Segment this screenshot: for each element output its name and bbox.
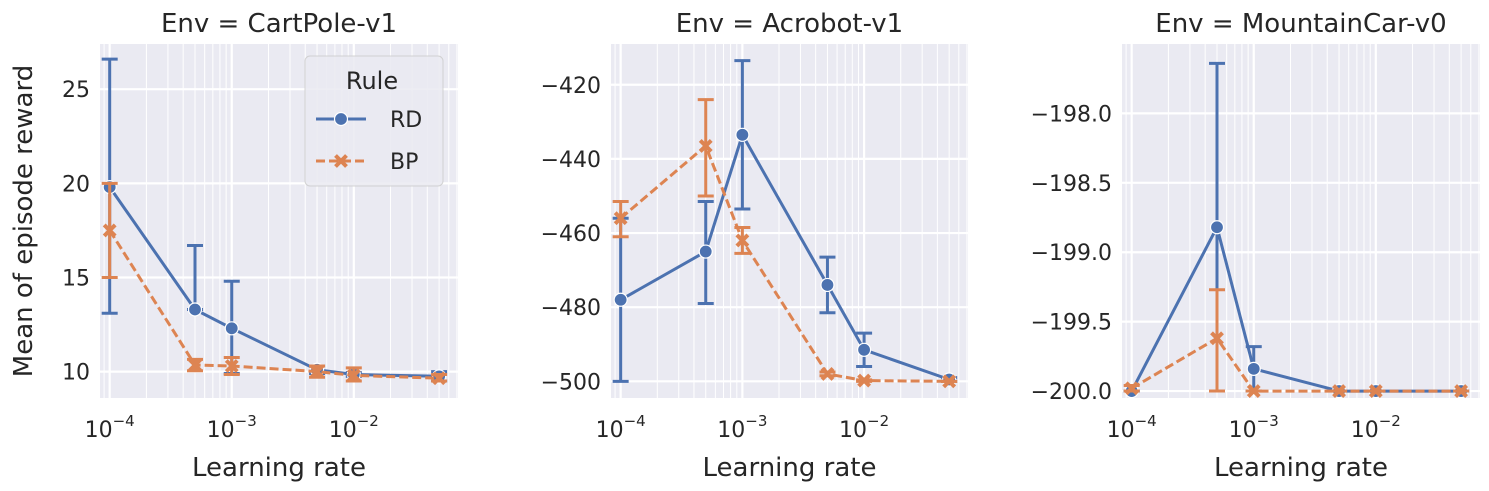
data-point-bp — [942, 374, 957, 389]
data-point-bp — [698, 139, 713, 153]
data-point-bp — [102, 223, 117, 238]
data-point-bp — [820, 366, 835, 381]
data-point-bp — [432, 371, 447, 386]
data-point-bp — [310, 364, 324, 379]
data-point-rd — [1246, 361, 1261, 376]
legend-rd-marker — [333, 111, 349, 127]
y-tick-label: 15 — [62, 266, 90, 291]
x-tick-label: 10−4 — [1107, 412, 1157, 443]
y-tick-label: −199.0 — [1031, 241, 1112, 266]
panel-mountaincar: 10−4 10−3 10−2 −200.0 −199.5 −199.0 −198.5 −198… — [1031, 9, 1480, 483]
x-tick-label: 10−2 — [329, 412, 379, 443]
data-point-bp — [1124, 381, 1139, 396]
data-point-bp — [1368, 384, 1383, 398]
y-tick-label: −480 — [541, 296, 601, 321]
y-tick-label: −420 — [541, 74, 601, 99]
x-tick-label: 10−2 — [1351, 412, 1401, 443]
y-axis-label: Mean of episode reward — [9, 65, 39, 377]
series-rd — [612, 59, 958, 387]
x-axis-label: Learning rate — [703, 453, 877, 483]
x-tick-label: 10−4 — [596, 412, 646, 443]
series-bp — [1123, 288, 1470, 398]
chart-title: Env = Acrobot-v1 — [676, 9, 903, 39]
y-tick-label: −199.5 — [1031, 311, 1112, 336]
x-tick-label: 10−2 — [839, 412, 889, 443]
plot-area-mountaincar — [1122, 44, 1480, 398]
data-point-rd — [1209, 220, 1225, 235]
series-bp — [101, 181, 448, 386]
data-point-rd — [735, 127, 750, 142]
data-point-bp — [1210, 331, 1224, 346]
legend-frame — [304, 55, 444, 187]
x-tick-label: 10−4 — [85, 412, 135, 443]
data-point-bp — [1332, 384, 1346, 398]
y-tick-label: −200.0 — [1031, 380, 1112, 405]
x-tick-label: 10−3 — [207, 412, 257, 443]
data-point-bp — [613, 211, 628, 226]
data-point-rd — [698, 244, 713, 259]
legend: Rule RD BP — [304, 55, 444, 187]
series-line-bp — [1130, 336, 1462, 393]
legend-bp-marker — [334, 154, 348, 168]
legend-entry-rd: RD — [390, 108, 422, 133]
y-tick-label: −440 — [541, 148, 601, 173]
data-point-bp — [857, 373, 872, 388]
panel-acrobot: 10−4 10−3 10−2 −500 −480 −460 −440 −420 Env = Ac… — [541, 9, 968, 483]
y-tick-label: 25 — [62, 78, 90, 103]
data-point-rd — [856, 342, 872, 357]
data-point-rd — [187, 302, 203, 317]
data-point-bp — [346, 368, 361, 383]
legend-title: Rule — [346, 67, 398, 95]
data-point-bp — [1246, 384, 1261, 398]
chart-title: Env = CartPole-v1 — [161, 9, 397, 39]
x-tick-label: 10−3 — [1229, 412, 1279, 443]
y-tick-label: −198.0 — [1031, 102, 1112, 127]
y-tick-label: 10 — [62, 361, 90, 386]
data-point-bp — [188, 358, 202, 372]
x-tick-label: 10−3 — [717, 412, 767, 443]
series-line-rd — [619, 133, 950, 381]
series-bp — [612, 98, 958, 389]
y-tick-label: −460 — [541, 222, 601, 247]
data-point-rd — [820, 277, 835, 293]
y-tick-label: −198.5 — [1031, 172, 1112, 197]
x-axis-label: Learning rate — [1214, 453, 1388, 483]
series-line-bp — [619, 144, 950, 383]
data-point-bp — [224, 359, 239, 373]
data-point-bp — [1454, 384, 1469, 398]
data-point-rd — [224, 321, 239, 336]
x-axis-label: Learning rate — [192, 453, 366, 483]
chart-title: Env = MountainCar-v0 — [1155, 9, 1446, 39]
y-tick-label: 20 — [62, 172, 90, 197]
data-point-rd — [613, 292, 628, 307]
series-line-bp — [108, 229, 440, 380]
y-tick-label: −500 — [541, 370, 601, 395]
plot-area-acrobot — [611, 44, 968, 398]
legend-entry-bp: BP — [390, 150, 418, 175]
data-point-bp — [735, 233, 750, 248]
